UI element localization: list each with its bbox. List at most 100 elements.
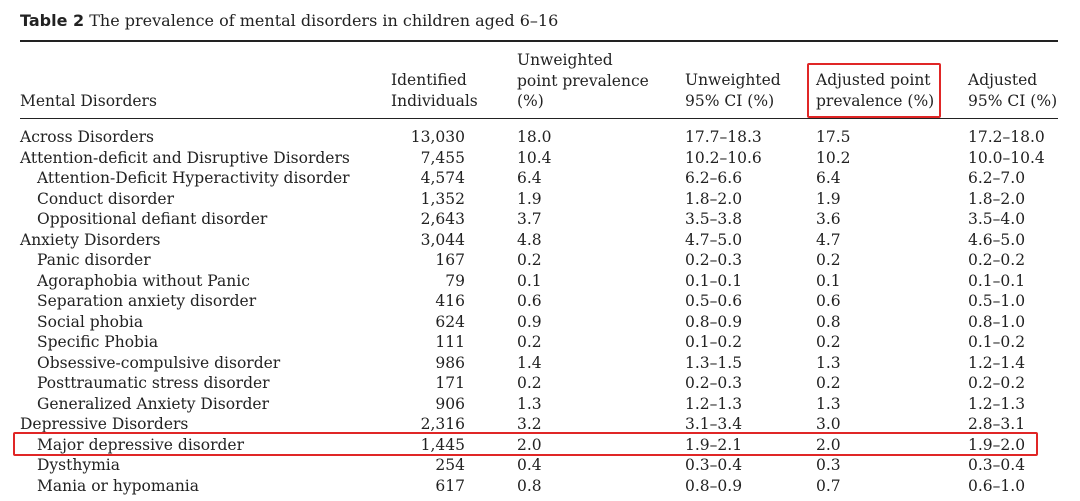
cell-adjusted-ci: 0.5–1.0	[968, 292, 1026, 310]
cell-adjusted-prevalence: 2.0	[816, 435, 841, 454]
cell-adjusted-prevalence: 3.6	[816, 210, 841, 228]
cell-disorder-name: Obsessive-compulsive disorder	[37, 353, 281, 372]
table-row: Agoraphobia without Panic 79 0.1 0.1–0.1 0.1…	[0, 271, 1080, 292]
cell-disorder-name: Attention-Deficit Hyperactivity disorder	[37, 169, 350, 187]
table-header-rule	[20, 118, 1058, 119]
cell-disorder-name: Dysthymia	[37, 456, 121, 474]
table-top-rule	[20, 40, 1058, 42]
cell-unweighted-ci: 6.2–6.6	[685, 169, 743, 187]
table-body: Across Disorders 13,030 18.0 17.7–18.3 17.5 1…	[0, 127, 1080, 496]
cell-adjusted-prevalence: 0.7	[816, 476, 841, 495]
header-unweighted-ci: Unweighted 95% CI (%)	[685, 71, 781, 110]
cell-identified-individuals: 167	[435, 251, 465, 269]
cell-adjusted-ci: 4.6–5.0	[968, 230, 1026, 249]
cell-unweighted-ci: 0.5–0.6	[685, 292, 743, 310]
cell-unweighted-prevalence: 3.7	[517, 210, 542, 228]
table-row: Across Disorders 13,030 18.0 17.7–18.3 17.5 1…	[0, 127, 1080, 148]
cell-disorder-name: Across Disorders	[20, 128, 154, 146]
cell-unweighted-ci: 0.1–0.1	[685, 271, 743, 290]
table-row: Obsessive-compulsive disorder 986 1.4 1.3–1…	[0, 353, 1080, 374]
cell-adjusted-ci: 1.9–2.0	[968, 435, 1026, 454]
cell-unweighted-prevalence: 6.4	[517, 169, 542, 187]
cell-unweighted-prevalence: 2.0	[517, 435, 542, 454]
cell-identified-individuals: 254	[435, 456, 465, 474]
cell-adjusted-prevalence: 6.4	[816, 169, 841, 187]
cell-unweighted-ci: 1.8–2.0	[685, 189, 743, 208]
cell-disorder-name: Conduct disorder	[37, 189, 174, 208]
cell-disorder-name: Depressive Disorders	[20, 415, 189, 433]
cell-disorder-name: Mania or hypomania	[37, 476, 200, 495]
cell-unweighted-prevalence: 0.2	[517, 374, 542, 392]
cell-adjusted-prevalence: 0.3	[816, 456, 841, 474]
cell-adjusted-ci: 6.2–7.0	[968, 169, 1026, 187]
table-caption-label: Table 2	[20, 11, 85, 30]
cell-adjusted-prevalence: 0.6	[816, 292, 841, 310]
cell-adjusted-ci: 17.2–18.0	[968, 128, 1045, 146]
cell-unweighted-ci: 10.2–10.6	[685, 148, 762, 167]
cell-unweighted-prevalence: 18.0	[517, 128, 552, 146]
cell-identified-individuals: 986	[435, 353, 465, 372]
table-row: Conduct disorder 1,352 1.9 1.8–2.0 1.9 1.8–2.…	[0, 189, 1080, 210]
table-row: Posttraumatic stress disorder 171 0.2 0.2–0…	[0, 373, 1080, 394]
cell-disorder-name: Agoraphobia without Panic	[37, 271, 250, 290]
highlight-box-adjusted-prevalence-header	[807, 63, 941, 118]
cell-identified-individuals: 111	[435, 333, 465, 351]
cell-unweighted-prevalence: 0.2	[517, 333, 542, 351]
cell-identified-individuals: 7,455	[420, 148, 465, 167]
cell-disorder-name: Separation anxiety disorder	[37, 292, 257, 310]
cell-unweighted-ci: 0.8–0.9	[685, 476, 743, 495]
cell-unweighted-prevalence: 0.1	[517, 271, 542, 290]
table-row: Depressive Disorders 2,316 3.2 3.1–3.4 3.0 2.…	[0, 414, 1080, 435]
cell-adjusted-prevalence: 0.8	[816, 312, 841, 331]
cell-disorder-name: Specific Phobia	[37, 333, 159, 351]
cell-adjusted-prevalence: 17.5	[816, 128, 851, 146]
cell-disorder-name: Panic disorder	[37, 251, 151, 269]
cell-adjusted-prevalence: 3.0	[816, 415, 841, 433]
cell-unweighted-ci: 1.9–2.1	[685, 435, 743, 454]
cell-adjusted-ci: 0.2–0.2	[968, 374, 1026, 392]
cell-unweighted-ci: 3.1–3.4	[685, 415, 743, 433]
cell-disorder-name: Social phobia	[37, 312, 144, 331]
cell-identified-individuals: 171	[435, 374, 465, 392]
cell-adjusted-prevalence: 4.7	[816, 230, 841, 249]
cell-adjusted-ci: 1.2–1.3	[968, 394, 1026, 413]
cell-adjusted-prevalence: 0.1	[816, 271, 841, 290]
cell-disorder-name: Posttraumatic stress disorder	[37, 374, 270, 392]
cell-unweighted-prevalence: 3.2	[517, 415, 542, 433]
highlight-box-major-depressive-row	[13, 432, 1038, 456]
cell-identified-individuals: 4,574	[420, 169, 465, 187]
table-row: Mania or hypomania 617 0.8 0.8–0.9 0.7 0.6–1.…	[0, 476, 1080, 497]
cell-disorder-name: Major depressive disorder	[37, 435, 244, 454]
cell-unweighted-ci: 0.1–0.2	[685, 333, 743, 351]
cell-unweighted-prevalence: 10.4	[517, 148, 552, 167]
cell-adjusted-prevalence: 0.2	[816, 374, 841, 392]
table-row: Separation anxiety disorder 416 0.6 0.5–0.6…	[0, 291, 1080, 312]
cell-adjusted-ci: 0.8–1.0	[968, 312, 1026, 331]
cell-adjusted-prevalence: 1.3	[816, 353, 841, 372]
cell-disorder-name: Attention-deficit and Disruptive Disorde…	[20, 148, 350, 167]
cell-adjusted-prevalence: 0.2	[816, 333, 841, 351]
cell-adjusted-ci: 0.6–1.0	[968, 476, 1026, 495]
cell-adjusted-prevalence: 1.9	[816, 189, 841, 208]
cell-identified-individuals: 416	[435, 292, 465, 310]
cell-adjusted-ci: 1.2–1.4	[968, 353, 1026, 372]
table-row: Dysthymia 254 0.4 0.3–0.4 0.3 0.3–0.4	[0, 455, 1080, 476]
header-identified-individuals: Identified Individuals	[391, 71, 478, 110]
cell-unweighted-ci: 17.7–18.3	[685, 128, 762, 146]
cell-adjusted-ci: 3.5–4.0	[968, 210, 1026, 228]
cell-unweighted-prevalence: 1.4	[517, 353, 542, 372]
cell-identified-individuals: 617	[435, 476, 465, 495]
table-row: Oppositional defiant disorder 2,643 3.7 3.5…	[0, 209, 1080, 230]
cell-unweighted-ci: 1.3–1.5	[685, 353, 743, 372]
cell-unweighted-prevalence: 1.3	[517, 394, 542, 413]
cell-unweighted-ci: 0.8–0.9	[685, 312, 743, 331]
cell-adjusted-ci: 0.3–0.4	[968, 456, 1026, 474]
cell-adjusted-ci: 10.0–10.4	[968, 148, 1045, 167]
cell-unweighted-prevalence: 0.9	[517, 312, 542, 331]
cell-adjusted-ci: 0.1–0.2	[968, 333, 1026, 351]
header-unweighted-prevalence: Unweighted point prevalence (%)	[517, 51, 649, 110]
cell-disorder-name: Anxiety Disorders	[20, 230, 161, 249]
cell-identified-individuals: 1,352	[420, 189, 465, 208]
cell-adjusted-prevalence: 0.2	[816, 251, 841, 269]
cell-unweighted-prevalence: 0.8	[517, 476, 542, 495]
